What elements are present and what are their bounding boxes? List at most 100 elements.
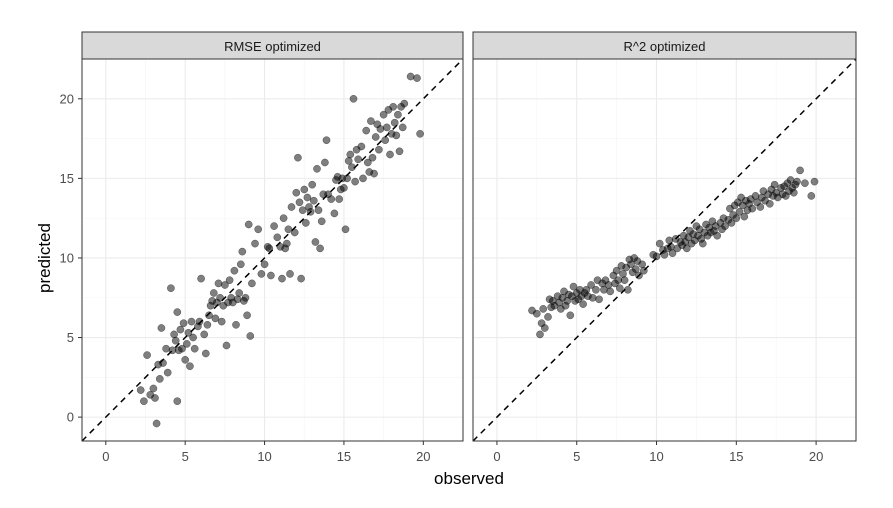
panel-1-point-115 bbox=[348, 163, 356, 172]
panel-2-point-1 bbox=[532, 309, 541, 318]
panel-2-point-140 bbox=[801, 179, 809, 188]
panel-1-point-53 bbox=[232, 320, 240, 329]
panel-1-point-59 bbox=[241, 293, 250, 302]
panel-1-point-100 bbox=[321, 158, 329, 167]
panel-1-point-107 bbox=[335, 195, 344, 203]
y-tick-label-20: 20 bbox=[60, 91, 74, 106]
panel-1-point-133 bbox=[381, 136, 390, 145]
panel-1-point-131 bbox=[376, 125, 385, 133]
panel-1-point-46 bbox=[221, 281, 229, 289]
panel-2-point-106 bbox=[735, 207, 744, 216]
panel-2-point-19 bbox=[566, 311, 575, 320]
panel-1-point-10 bbox=[159, 359, 167, 367]
panel-1-point-134 bbox=[382, 123, 391, 132]
panel-1-point-74 bbox=[278, 274, 286, 283]
panel-1-point-82 bbox=[292, 188, 301, 197]
panel-2-x-tick-label-5: 5 bbox=[573, 449, 580, 464]
panel-1-point-136 bbox=[386, 150, 394, 159]
panel-1-point-1 bbox=[140, 397, 148, 406]
panel-2-point-125 bbox=[770, 180, 779, 189]
panel-2-point-61 bbox=[652, 252, 661, 261]
panel-2-point-50 bbox=[623, 285, 632, 294]
panel-2-point-98 bbox=[721, 222, 729, 230]
panel-2-point-109 bbox=[740, 212, 749, 221]
panel-1-point-2 bbox=[143, 351, 151, 359]
panel-1-border bbox=[81, 58, 464, 442]
panel-1-point-147 bbox=[413, 74, 421, 82]
panel-2-point-35 bbox=[595, 295, 603, 304]
panel-1-point-34 bbox=[201, 349, 210, 358]
panel-2-point-64 bbox=[660, 250, 669, 259]
panel-1-point-17 bbox=[173, 308, 182, 316]
panel-1-point-16 bbox=[171, 336, 180, 345]
panel-1-point-55 bbox=[235, 289, 244, 297]
panel-2-point-117 bbox=[756, 203, 765, 211]
panel-1-point-26 bbox=[186, 362, 194, 371]
panel-1-point-40 bbox=[211, 314, 220, 323]
panel-2-point-142 bbox=[810, 177, 819, 186]
panel-1-point-64 bbox=[251, 239, 259, 248]
panel-2-point-68 bbox=[668, 249, 677, 258]
panel-1-point-127 bbox=[370, 169, 378, 178]
panel-1-point-86 bbox=[298, 206, 307, 215]
panel-1-point-85 bbox=[297, 274, 305, 283]
panel-1-point-15 bbox=[170, 330, 178, 339]
panel-1-point-145 bbox=[400, 99, 409, 108]
y-tick-label-15: 15 bbox=[60, 171, 74, 186]
panel-1-point-121 bbox=[359, 174, 367, 183]
panel-1-point-111 bbox=[341, 225, 350, 234]
panel-1-point-22 bbox=[179, 319, 188, 328]
panel-1-point-103 bbox=[327, 195, 336, 203]
panel-1-point-49 bbox=[225, 276, 234, 285]
panel-1-point-23 bbox=[181, 355, 190, 364]
panel-1-point-54 bbox=[233, 295, 242, 304]
panel-1-point-117 bbox=[351, 177, 359, 186]
panel-1-point-83 bbox=[294, 153, 302, 162]
panel-2-x-tick-label-10: 10 bbox=[649, 449, 663, 464]
panel-1-point-60 bbox=[243, 311, 251, 320]
panel-1-point-112 bbox=[343, 174, 351, 183]
x-axis-title: observed bbox=[434, 469, 504, 488]
panel-1-point-96 bbox=[314, 206, 323, 215]
panel-1-point-13 bbox=[167, 284, 175, 293]
panel-1-point-130 bbox=[375, 145, 383, 154]
panel-2-point-32 bbox=[588, 293, 597, 302]
panel-1-point-21 bbox=[178, 344, 186, 353]
panel-1-point-33 bbox=[200, 330, 209, 339]
panel-1-x-tick-label-0: 0 bbox=[102, 449, 109, 464]
panel-1: RMSE optimized 0 5 10 15 20 0 5 10 15 20 bbox=[60, 31, 464, 464]
panel-2-point-138 bbox=[793, 177, 801, 186]
panel-1-point-31 bbox=[195, 317, 204, 326]
panel-1-point-116 bbox=[349, 94, 358, 103]
panel-1-point-88 bbox=[301, 219, 310, 227]
panel-1-point-101 bbox=[322, 136, 331, 145]
panel-1-point-47 bbox=[222, 341, 231, 350]
panel-1-point-146 bbox=[406, 72, 415, 81]
panel-1-point-66 bbox=[257, 270, 266, 278]
panel-2-point-4 bbox=[539, 305, 548, 313]
panel-2-point-114 bbox=[748, 204, 757, 213]
panel-1-point-70 bbox=[267, 271, 275, 280]
panel-2-point-66 bbox=[665, 236, 674, 245]
panel-1-point-97 bbox=[316, 244, 324, 253]
panel-1-point-11 bbox=[162, 344, 170, 353]
panel-1-point-63 bbox=[248, 279, 256, 288]
panel-1-point-62 bbox=[246, 332, 255, 340]
panel-1-point-39 bbox=[209, 289, 218, 297]
panel-1-point-4 bbox=[149, 384, 158, 393]
panel-1-point-122 bbox=[362, 126, 371, 135]
panel-1-point-27 bbox=[187, 317, 196, 326]
panel-1-point-91 bbox=[306, 207, 315, 216]
y-axis-title: predicted bbox=[35, 223, 54, 293]
panel-1-point-36 bbox=[205, 311, 213, 320]
panel-1-point-87 bbox=[300, 185, 309, 194]
panel-2-point-104 bbox=[732, 214, 741, 223]
panel-2-point-67 bbox=[667, 242, 675, 251]
panel-1-point-114 bbox=[346, 150, 355, 159]
panel-1-point-79 bbox=[286, 270, 294, 278]
panel-1-point-89 bbox=[303, 193, 312, 202]
panel-2-point-139 bbox=[796, 166, 804, 175]
panel-2-border bbox=[472, 58, 857, 442]
panel-1-point-148 bbox=[416, 129, 424, 138]
panel-1-point-140 bbox=[392, 131, 401, 140]
